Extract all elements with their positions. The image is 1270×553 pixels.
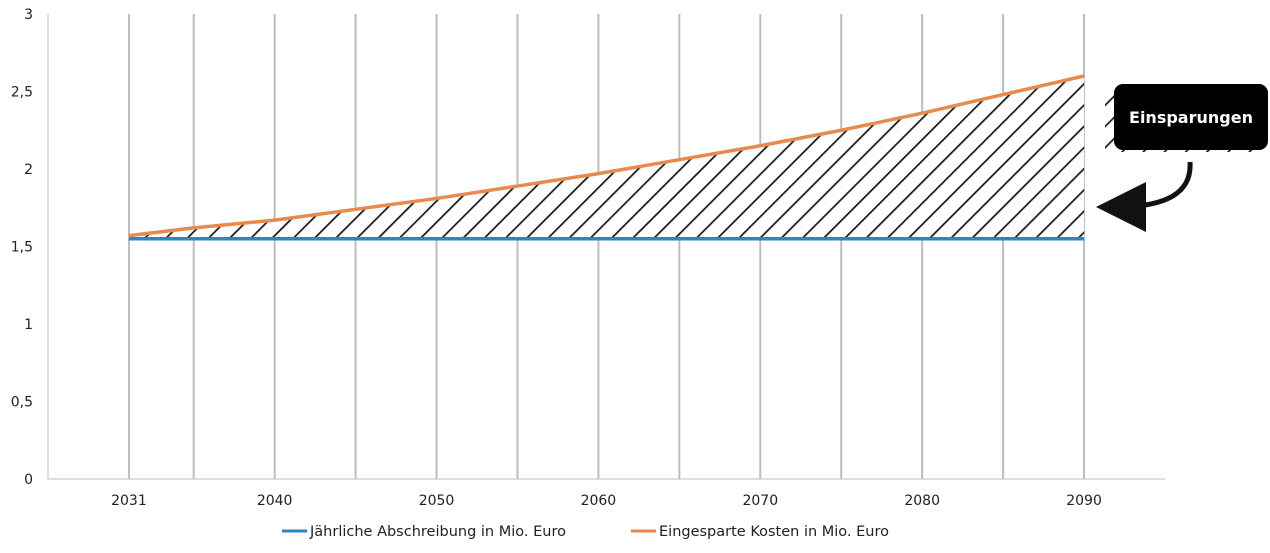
x-tick-label: 2060 — [581, 493, 617, 509]
legend-label-abschreibung: Jährliche Abschreibung in Mio. Euro — [309, 524, 566, 540]
x-tick-labels: 2031 2040 2050 2060 2070 2080 2090 — [111, 493, 1102, 509]
legend: Jährliche Abschreibung in Mio. Euro Eing… — [282, 524, 889, 540]
x-tick-label: 2031 — [111, 493, 147, 509]
grid-lines — [127, 14, 1086, 479]
y-tick-label: 2,5 — [11, 85, 33, 101]
x-tick-label: 2080 — [904, 493, 940, 509]
annotation-box — [1114, 84, 1268, 150]
x-tick-label: 2050 — [419, 493, 455, 509]
savings-hatch-area — [128, 76, 1085, 239]
x-tick-label: 2090 — [1066, 493, 1102, 509]
y-tick-label: 3 — [24, 7, 33, 23]
x-tick-label: 2040 — [257, 493, 293, 509]
y-tick-label: 0 — [24, 472, 33, 488]
axes — [47, 14, 1165, 480]
series-line-1 — [128, 74, 1085, 238]
y-tick-label: 1 — [24, 317, 33, 333]
annotation-arrow — [1096, 161, 1193, 232]
y-tick-label: 2 — [24, 162, 33, 178]
y-tick-labels: 0 0,5 1 1,5 2 2,5 3 — [11, 7, 33, 488]
y-tick-label: 0,5 — [11, 395, 33, 411]
series-lines — [128, 74, 1085, 241]
x-tick-label: 2070 — [742, 493, 778, 509]
annotation-label: Einsparungen — [1129, 108, 1253, 127]
y-tick-label: 1,5 — [11, 240, 33, 256]
savings-annotation: Einsparungen — [1096, 84, 1268, 232]
legend-label-eingespart: Eingesparte Kosten in Mio. Euro — [659, 524, 889, 540]
savings-area — [128, 76, 1085, 239]
